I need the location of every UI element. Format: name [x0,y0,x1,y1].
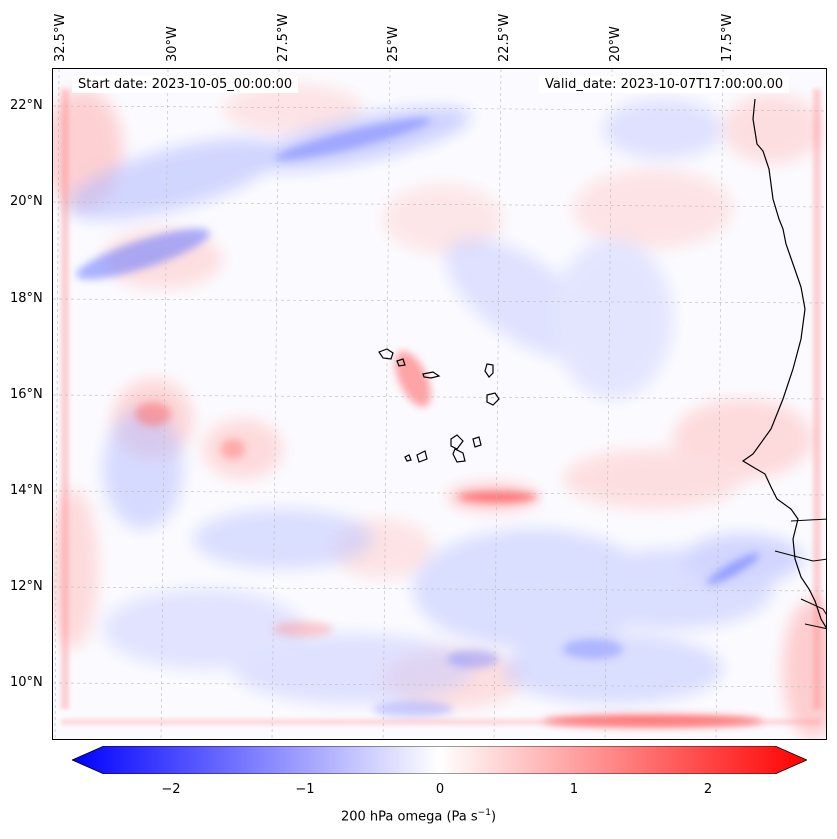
colorbar-tick-1: 1 [569,782,579,797]
lat-label-22n: 22°N [10,98,43,113]
colorbar-tick-neg1: −1 [295,782,315,797]
graticule [53,69,826,739]
lon-label-27-5w: 27.5°W [276,13,291,62]
lon-label-17-5w: 17.5°W [720,13,735,62]
omega-map [52,68,827,740]
lat-label-16n: 16°N [10,387,43,402]
cape-verde-islands [378,348,500,463]
colorbar-tick-2: 2 [703,782,713,797]
lat-label-20n: 20°N [10,194,43,209]
lat-label-14n: 14°N [10,483,43,498]
lon-label-32-5w: 32.5°W [53,13,68,62]
colorbar [71,745,808,775]
lon-label-25w: 25°W [386,26,401,62]
omega-field [53,69,826,739]
colorbar-tick-neg2: −2 [161,782,181,797]
lon-label-22-5w: 22.5°W [497,13,512,62]
lat-label-10n: 10°N [10,675,43,690]
lat-label-12n: 12°N [10,579,43,594]
lon-label-20w: 20°W [608,26,623,62]
colorbar-title: 200 hPa omega (Pa s−1) [340,808,497,825]
valid-date-label: Valid_date: 2023-10-07T17:00:00.00 [539,76,790,93]
lon-label-30w: 30°W [165,26,180,62]
colorbar-tick-0: 0 [435,782,445,797]
lat-label-18n: 18°N [10,291,43,306]
start-date-label: Start date: 2023-10-05_00:00:00 [72,76,299,93]
